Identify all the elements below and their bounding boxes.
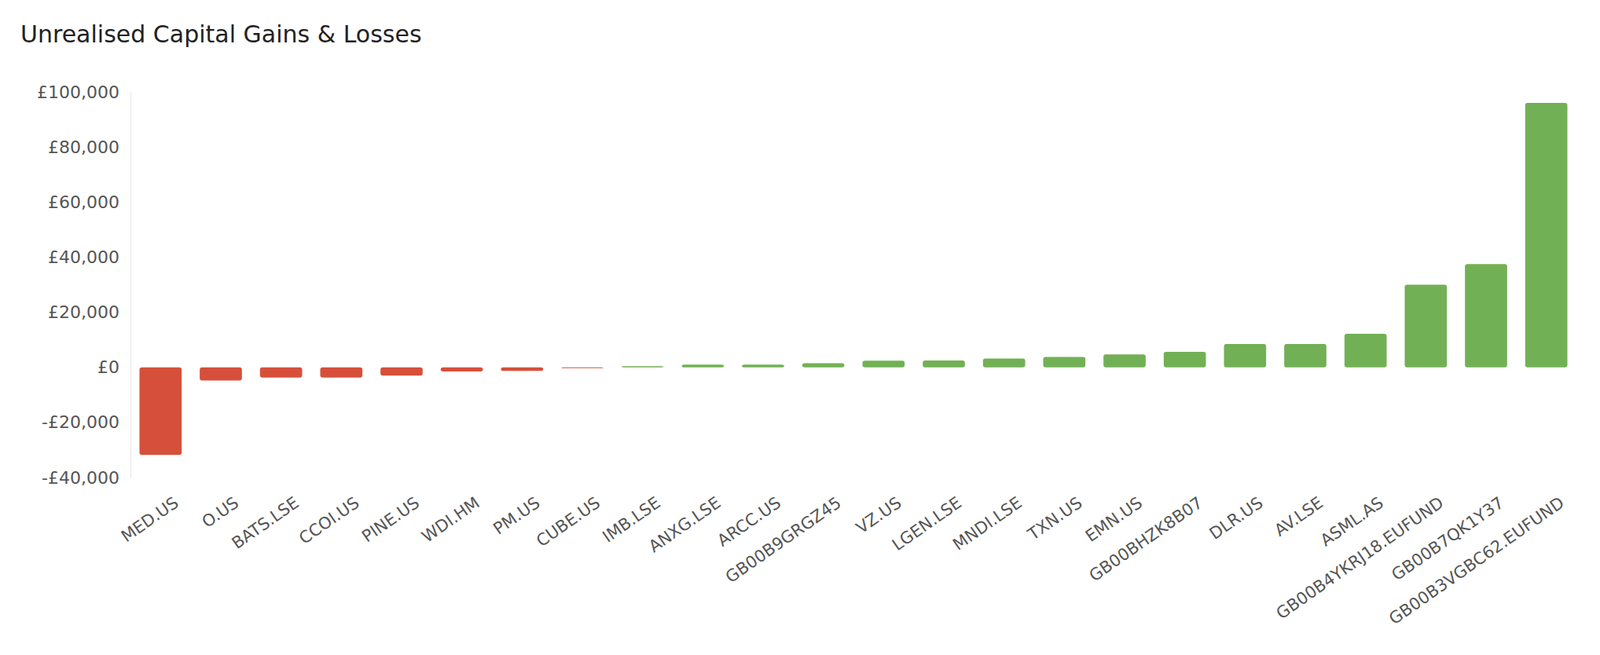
x-tick-label: PM.US (489, 493, 544, 540)
bars (139, 102, 1568, 456)
y-tick-label: £20,000 (47, 302, 120, 323)
x-tick: DLR.US (1206, 477, 1267, 544)
bar (320, 367, 364, 378)
x-tick-label: VZ.US (852, 493, 905, 538)
x-tick: CUBE.US (532, 477, 604, 551)
y-tick-label: £60,000 (47, 192, 120, 213)
x-tick: PM.US (489, 477, 544, 540)
bar (682, 364, 725, 368)
x-tick-label: GB00B3VGBC62.EUFUND (1385, 493, 1568, 629)
x-tick-label: BATS.LSE (228, 493, 303, 554)
bar (260, 367, 303, 378)
bar (1464, 264, 1508, 368)
x-tick-label: ANXG.LSE (645, 493, 724, 557)
y-tick: £40,000 (47, 247, 131, 268)
bar (1405, 285, 1448, 368)
bar (741, 364, 785, 368)
y-tick-label: £0 (97, 357, 120, 378)
x-tick: GB00BHZK8B07 (1086, 477, 1207, 586)
bar (1344, 333, 1388, 368)
x-tick: ANXG.LSE (645, 477, 724, 557)
bar (1103, 354, 1146, 367)
y-axis-line (130, 92, 132, 479)
bar (983, 358, 1026, 367)
bar (380, 367, 423, 377)
x-tick-label: TXN.US (1023, 493, 1087, 545)
x-tick: GB00B7QK1Y37 (1387, 477, 1508, 585)
y-tick: £100,000 (36, 82, 131, 103)
x-tick: VZ.US (852, 477, 905, 538)
x-tick: CCOI.US (295, 477, 363, 549)
x-tick-label: GB00B9GRGZ45 (722, 493, 845, 588)
x-tick: BATS.LSE (228, 477, 303, 554)
x-tick: WDI.HM (418, 477, 483, 547)
bar (1525, 102, 1568, 368)
bar (802, 363, 845, 367)
title: Unrealised Capital Gains & Losses (20, 20, 423, 48)
bar (139, 367, 183, 456)
x-tick-label: MED.US (117, 493, 183, 547)
y-tick: £0 (97, 357, 131, 378)
x-tick: MED.US (117, 477, 183, 547)
x-axis-line (131, 477, 1578, 479)
y-axis: -£40,000 -£20,000 £0 £20,000 £40,000 £60,000 £… (36, 82, 131, 489)
y-tick-label: £80,000 (47, 137, 120, 158)
y-tick: £60,000 (47, 192, 131, 213)
bar (561, 367, 604, 369)
bar (922, 360, 966, 368)
x-tick-label: GB00BHZK8B07 (1086, 493, 1207, 586)
y-tick-label: £40,000 (47, 247, 120, 268)
x-tick: O.US (198, 477, 243, 533)
x-tick: AV.LSE (1270, 477, 1327, 541)
x-tick-label: DLR.US (1206, 493, 1267, 544)
bar (501, 367, 544, 372)
x-tick: PINE.US (358, 477, 423, 547)
x-tick-label: CUBE.US (532, 493, 604, 551)
bar (862, 360, 906, 367)
x-tick-label: PINE.US (358, 493, 423, 547)
bar (1224, 344, 1267, 368)
bar (1043, 356, 1087, 367)
y-tick: -£20,000 (41, 412, 131, 433)
x-tick: MNDI.LSE (949, 477, 1026, 555)
y-tick: -£40,000 (41, 468, 131, 489)
x-tick-label: MNDI.LSE (949, 493, 1026, 555)
x-tick-label: WDI.HM (418, 493, 483, 547)
bar (440, 367, 484, 372)
chart: Unrealised Capital Gains & Losses -£40,00… (0, 0, 1600, 655)
y-tick: £20,000 (47, 302, 131, 323)
y-tick: £80,000 (47, 137, 131, 158)
y-tick-label: £100,000 (36, 82, 120, 103)
plot: -£40,000 -£20,000 £0 £20,000 £40,000 £60,000 £… (36, 82, 1577, 630)
x-tick-label: O.US (198, 493, 243, 533)
x-tick: GB00B3VGBC62.EUFUND (1385, 477, 1568, 629)
bar (199, 367, 243, 382)
bar (621, 366, 665, 367)
bar (1163, 352, 1207, 368)
x-axis: MED.US O.USBATS.LSECCOI.USPINE.USWDI.HMPM… (117, 477, 1578, 629)
x-tick: GB00B9GRGZ45 (722, 477, 845, 588)
x-tick: TXN.US (1023, 477, 1087, 545)
y-tick-label: -£20,000 (41, 412, 120, 433)
bar (1284, 344, 1327, 368)
y-tick-label: -£40,000 (41, 468, 120, 489)
x-tick-label: CCOI.US (295, 493, 363, 549)
